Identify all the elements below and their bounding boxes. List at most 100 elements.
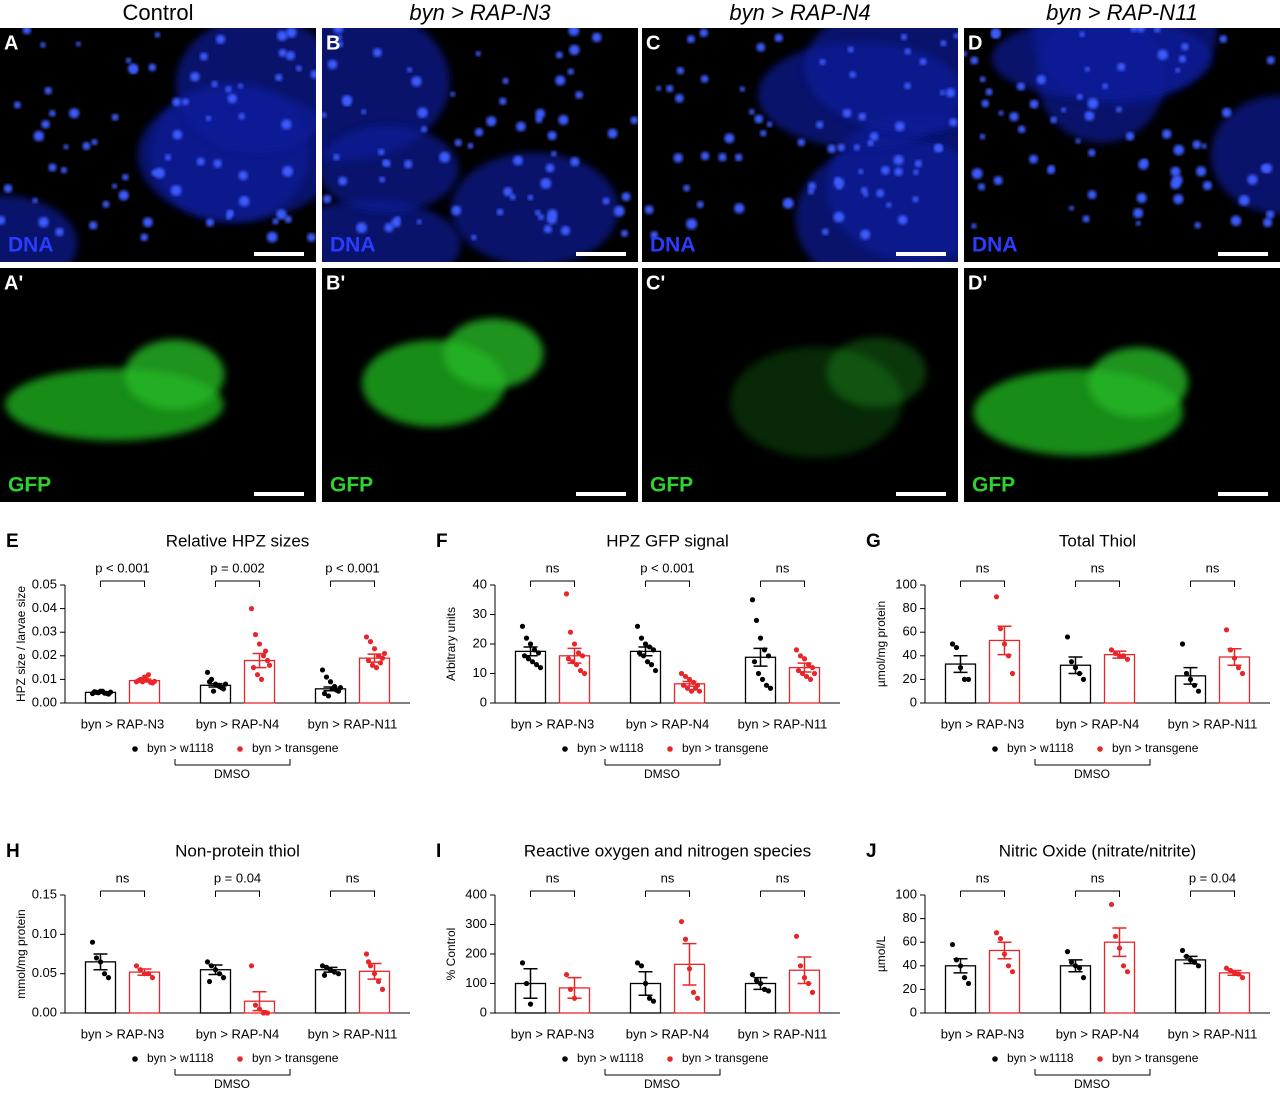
nucleus bbox=[406, 67, 413, 73]
data-point bbox=[678, 918, 685, 925]
nucleus bbox=[1221, 107, 1232, 118]
data-point bbox=[1120, 653, 1127, 659]
significance-label: ns bbox=[976, 560, 990, 575]
group-bracket bbox=[1034, 759, 1151, 766]
data-point bbox=[1223, 965, 1230, 971]
nucleus bbox=[439, 151, 451, 163]
data-point bbox=[1120, 963, 1127, 969]
data-point bbox=[1072, 665, 1079, 671]
data-point bbox=[573, 662, 580, 668]
gfp-signal bbox=[124, 339, 225, 410]
nucleus bbox=[1017, 125, 1026, 134]
panel-letter: H bbox=[6, 841, 20, 862]
nucleus bbox=[467, 142, 474, 149]
data-point bbox=[133, 963, 140, 969]
y-tick-label: 60 bbox=[903, 624, 917, 639]
data-point bbox=[151, 678, 158, 684]
nucleus bbox=[496, 208, 504, 216]
data-point bbox=[650, 998, 657, 1004]
significance-bracket bbox=[100, 580, 145, 587]
x-tick-label: byn > RAP-N4 bbox=[626, 716, 709, 731]
data-point bbox=[694, 995, 701, 1001]
data-point bbox=[765, 653, 772, 659]
nucleus bbox=[1130, 28, 1138, 33]
channel-label: DNA bbox=[8, 234, 54, 257]
data-point bbox=[141, 971, 148, 977]
data-point bbox=[650, 647, 657, 653]
legend-label: byn > transgene bbox=[1112, 1051, 1199, 1065]
significance-label: ns bbox=[776, 870, 790, 885]
bar bbox=[1059, 965, 1092, 1014]
nucleus bbox=[940, 40, 947, 47]
data-point bbox=[795, 667, 802, 674]
significance-bracket bbox=[760, 580, 805, 587]
error-bar bbox=[1112, 927, 1127, 958]
nucleus bbox=[130, 66, 138, 74]
nucleus bbox=[558, 114, 569, 126]
x-tick-label: byn > RAP-N11 bbox=[308, 1026, 398, 1041]
nucleus bbox=[404, 159, 413, 169]
data-point bbox=[642, 980, 649, 987]
y-tick-label: 0 bbox=[910, 1004, 917, 1019]
nucleus bbox=[766, 121, 773, 128]
data-point bbox=[519, 623, 526, 629]
nucleus bbox=[575, 91, 583, 99]
nucleus bbox=[1016, 82, 1026, 91]
nucleus bbox=[1170, 166, 1181, 177]
y-tick-label: 100 bbox=[895, 576, 917, 591]
data-point bbox=[105, 975, 112, 981]
nucleus bbox=[60, 166, 68, 174]
data-point bbox=[260, 653, 267, 659]
tissue-glow bbox=[322, 125, 459, 213]
nucleus bbox=[834, 177, 841, 183]
legend-marker bbox=[1097, 1056, 1103, 1062]
column-header: byn > RAP-N3 bbox=[409, 0, 551, 25]
gfp-signal bbox=[1088, 347, 1189, 418]
y-tick-label: 0.05 bbox=[32, 965, 57, 980]
nucleus bbox=[1181, 42, 1189, 51]
data-point bbox=[1072, 963, 1079, 969]
nucleus bbox=[1230, 215, 1242, 227]
data-point bbox=[1191, 682, 1198, 688]
nucleus bbox=[739, 86, 746, 92]
nucleus bbox=[555, 51, 563, 59]
nucleus bbox=[216, 34, 226, 44]
nucleus bbox=[683, 184, 691, 192]
nucleus bbox=[111, 113, 119, 121]
significance-label: ns bbox=[976, 870, 990, 885]
nucleus bbox=[474, 128, 484, 137]
nucleus bbox=[82, 142, 91, 151]
nucleus bbox=[666, 84, 674, 93]
gfp-signal bbox=[443, 318, 544, 389]
x-tick-label: byn > RAP-N4 bbox=[626, 1026, 709, 1041]
data-point bbox=[256, 1006, 263, 1012]
data-point bbox=[563, 972, 570, 978]
nucleus bbox=[40, 42, 46, 48]
chart-title: Nitric Oxide (nitrate/nitrite) bbox=[999, 841, 1196, 860]
data-point bbox=[640, 653, 647, 659]
nucleus bbox=[1133, 208, 1144, 219]
data-point bbox=[753, 617, 760, 624]
nucleus bbox=[545, 163, 555, 173]
nucleus bbox=[1084, 110, 1095, 121]
data-point bbox=[575, 650, 582, 656]
nucleus bbox=[38, 216, 49, 228]
nucleus bbox=[1084, 66, 1090, 72]
data-point bbox=[684, 685, 691, 691]
data-point bbox=[535, 650, 542, 656]
panel-letter: F bbox=[436, 531, 448, 552]
data-point bbox=[567, 629, 574, 635]
x-tick-label: byn > RAP-N4 bbox=[196, 1026, 279, 1041]
data-point bbox=[371, 971, 378, 977]
significance-bracket bbox=[960, 890, 1005, 897]
column-header: byn > RAP-N4 bbox=[729, 0, 870, 25]
panel-letter: B bbox=[326, 32, 340, 54]
data-point bbox=[363, 951, 370, 957]
x-tick-label: byn > RAP-N3 bbox=[941, 716, 1024, 731]
panel-letter: D' bbox=[968, 272, 987, 294]
nucleus bbox=[172, 129, 183, 140]
significance-bracket bbox=[760, 890, 805, 897]
y-tick-label: 60 bbox=[903, 934, 917, 949]
data-point bbox=[1068, 959, 1075, 965]
